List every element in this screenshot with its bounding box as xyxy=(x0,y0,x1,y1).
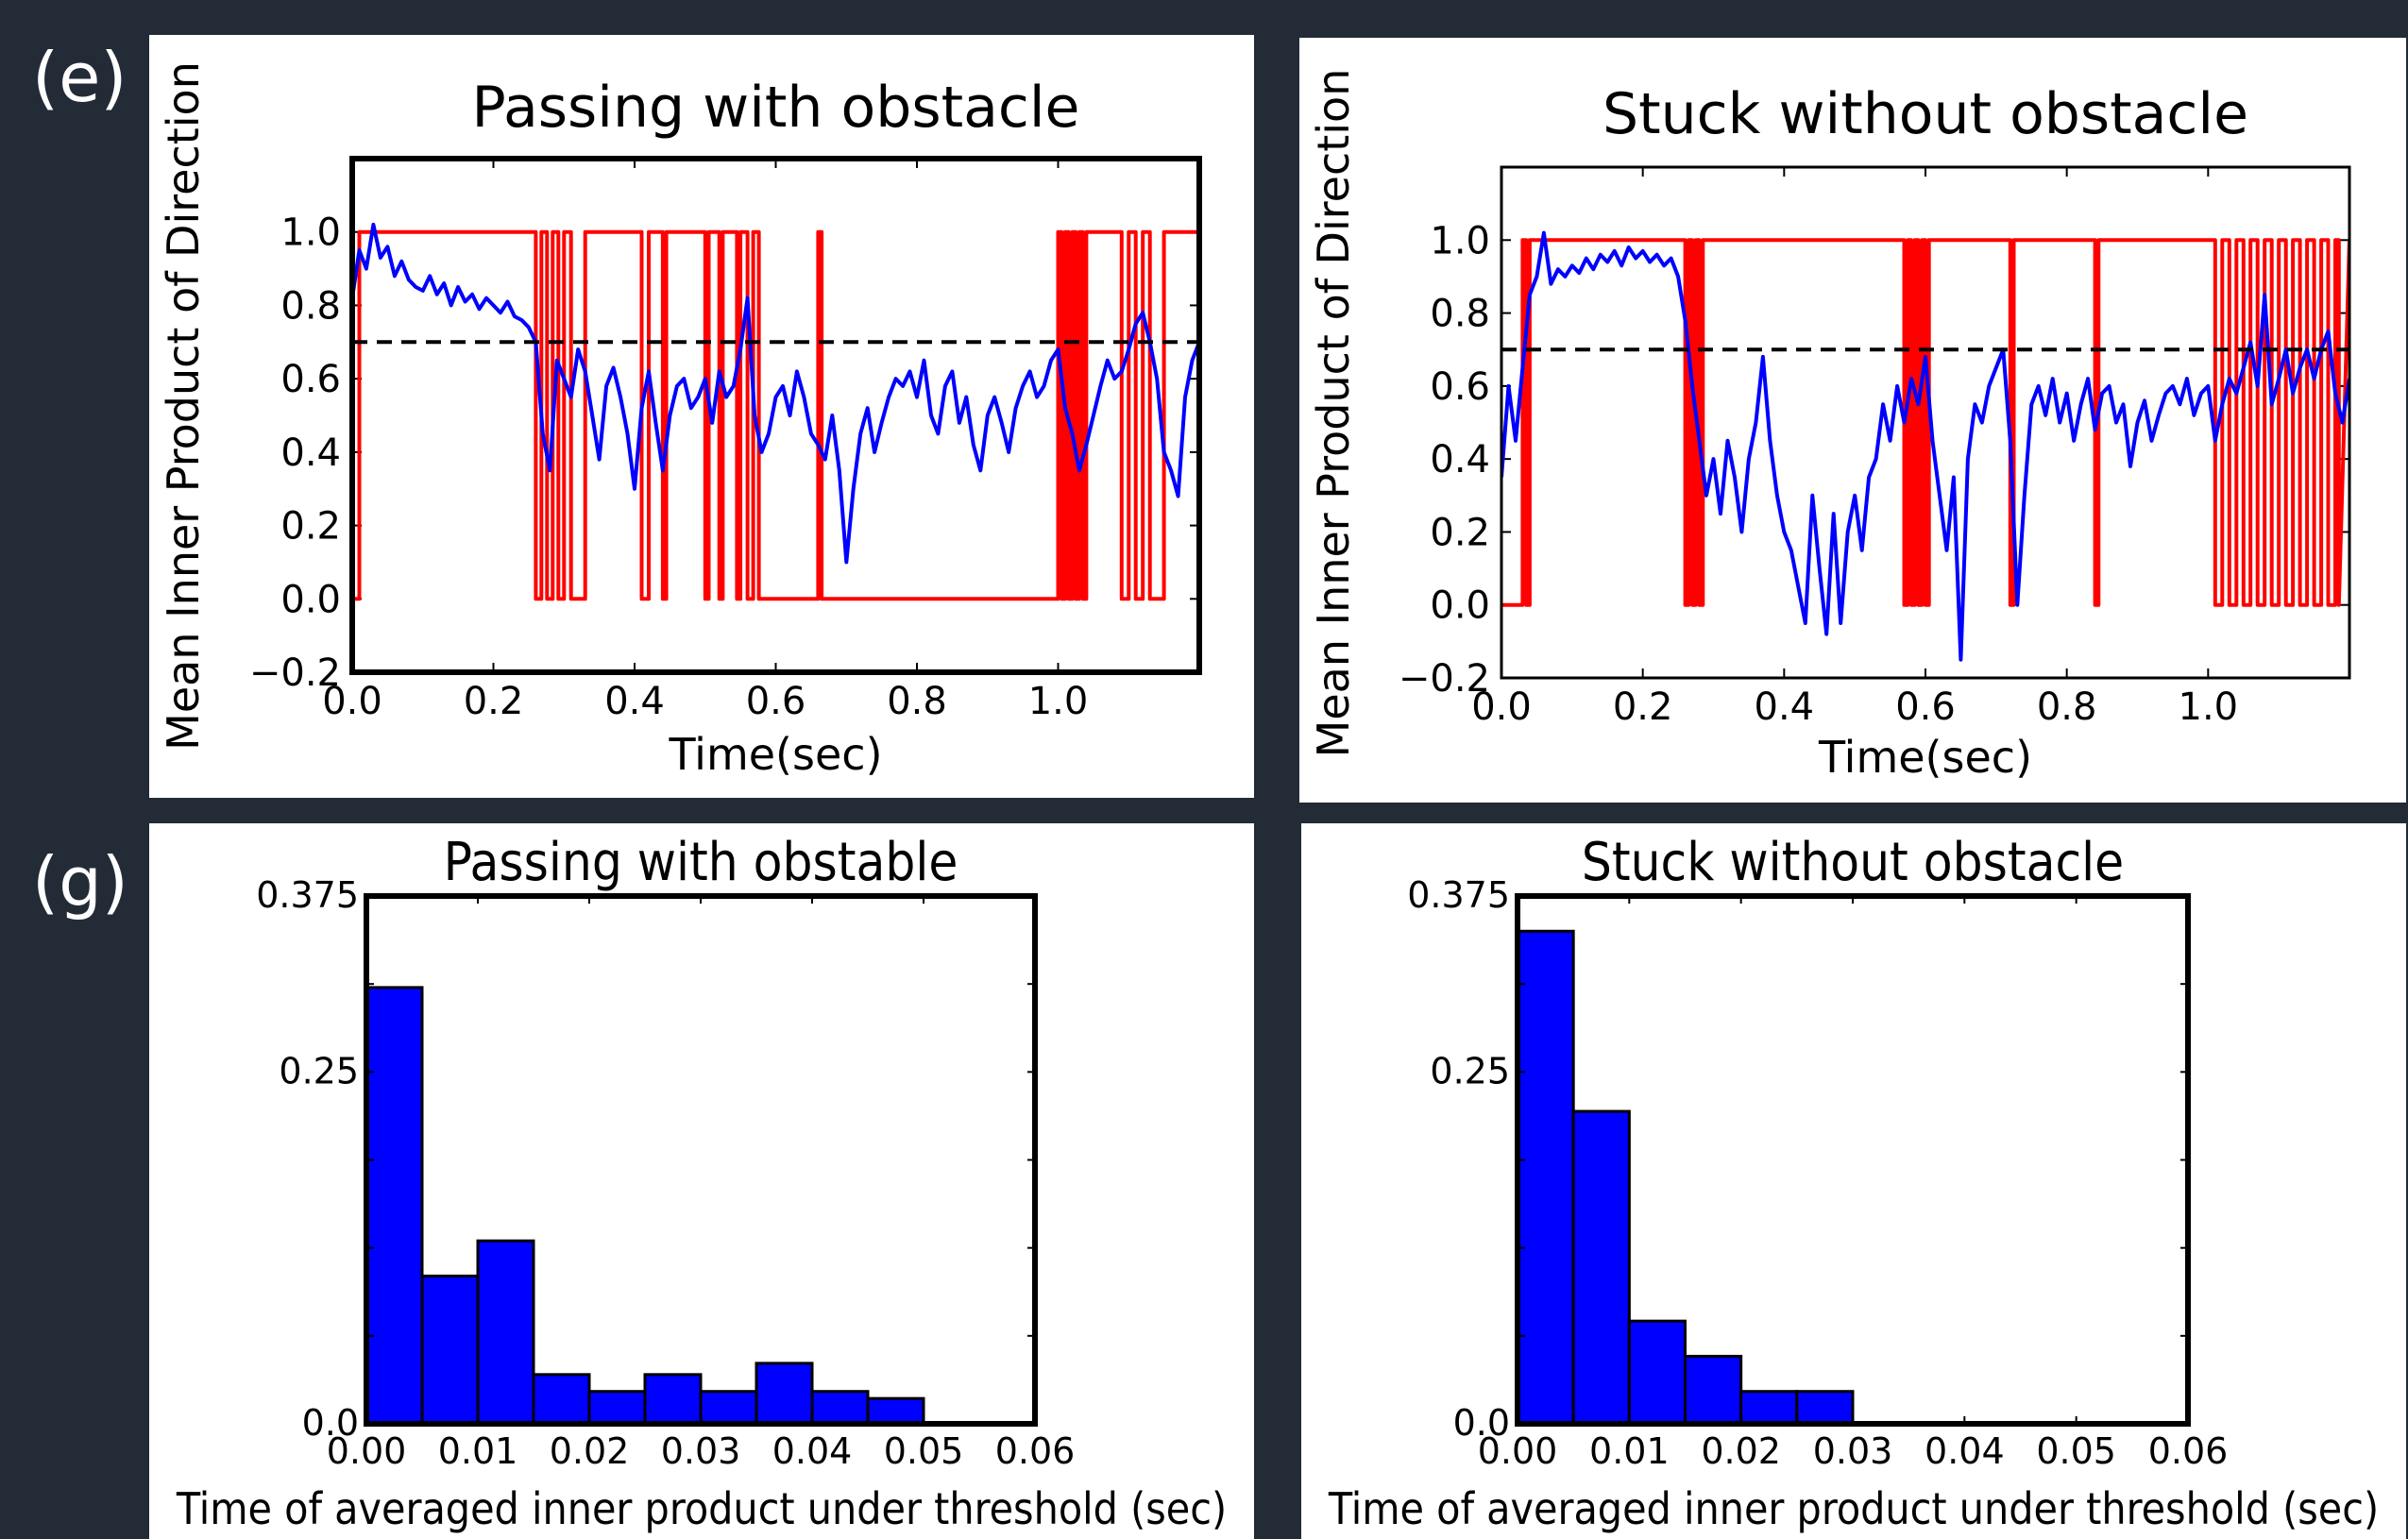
x-tick-label: 0.00 xyxy=(327,1430,407,1472)
x-tick-label: 1.0 xyxy=(2179,685,2239,729)
y-tick-label: 0.25 xyxy=(279,1050,359,1091)
plot-frame xyxy=(1515,893,2191,1427)
y-tick-label: 0.4 xyxy=(1430,438,1490,482)
blue-series-line xyxy=(352,222,1199,565)
x-tick-label: 1.0 xyxy=(1028,680,1089,723)
chart-title: Passing with obstable xyxy=(444,832,958,893)
x-tick-label: 0.06 xyxy=(995,1430,1076,1472)
x-axis-label: Time(sec) xyxy=(668,729,882,780)
y-tick-label: 0.4 xyxy=(280,431,341,475)
x-tick-label: 0.02 xyxy=(1701,1430,1781,1472)
y-axis-label: Mean Inner Product of Direction xyxy=(1308,69,1359,758)
chart-title: Stuck without obstacle xyxy=(1582,832,2124,893)
y-tick-label: 0.2 xyxy=(1430,511,1490,554)
y-tick-label: 0.6 xyxy=(280,358,341,401)
histogram-bar xyxy=(1739,1390,1799,1426)
histogram-bar xyxy=(1571,1109,1631,1426)
histogram-bar xyxy=(866,1396,925,1426)
histogram-bar xyxy=(1627,1319,1687,1426)
chart-panel-passing-line: Passing with obstacle 0.0 0.2 0.4 0.6 0.8 1.0 −… xyxy=(149,35,1254,798)
red-series-line xyxy=(352,229,1199,601)
y-tick-label: 0.0 xyxy=(1453,1402,1510,1444)
histogram-bar xyxy=(643,1373,703,1426)
x-tick-label: 0.01 xyxy=(438,1430,518,1472)
x-tick-label: 0.8 xyxy=(2037,685,2097,729)
histogram-bar xyxy=(476,1239,535,1426)
blue-series-line xyxy=(1501,230,2349,662)
y-tick-label: 0.375 xyxy=(256,874,359,916)
histogram-bar xyxy=(1516,929,1575,1426)
plot-frame xyxy=(364,893,1038,1427)
y-axis-label: Mean Inner Product of Direction xyxy=(158,61,209,751)
y-tick-label: 0.2 xyxy=(280,505,341,549)
stuck-histogram: Stuck without obstacle 0.00 0.01 0.02 0.03 0.… xyxy=(1328,832,2379,1534)
plot-frame xyxy=(349,156,1202,675)
histogram-bar xyxy=(1684,1354,1743,1426)
x-tick-label: 0.2 xyxy=(464,680,524,723)
red-series-line xyxy=(1501,238,2349,607)
chart-panel-passing-hist: Passing with obstable 0.00 0.01 0.02 0.03 0.0… xyxy=(149,823,1254,1539)
plot-frame xyxy=(1500,165,2351,680)
y-tick-label: 1.0 xyxy=(280,211,341,255)
y-tick-label: 0.8 xyxy=(280,284,341,328)
y-tick-label: −0.2 xyxy=(249,651,341,695)
chart-panel-stuck-line: Stuck without obstacle 0.0 0.2 0.4 0.6 0.8 1.0… xyxy=(1299,38,2406,803)
chart-title: Stuck without obstacle xyxy=(1603,81,2248,147)
histogram-bar xyxy=(1795,1390,1855,1426)
passing-histogram: Passing with obstable 0.00 0.01 0.02 0.03 0.0… xyxy=(176,832,1227,1534)
y-tick-label: −0.2 xyxy=(1399,657,1490,701)
histogram-bar xyxy=(420,1274,480,1426)
y-tick-label: 1.0 xyxy=(1430,219,1490,262)
x-tick-label: 0.8 xyxy=(887,680,947,723)
passing-line-chart: Passing with obstacle 0.0 0.2 0.4 0.6 0.8 1.0 −… xyxy=(158,61,1202,780)
histogram-bar xyxy=(532,1373,591,1426)
x-tick-label: 0.6 xyxy=(1895,685,1956,729)
x-tick-label: 0.02 xyxy=(550,1430,630,1472)
x-tick-label: 0.2 xyxy=(1613,685,1673,729)
x-axis-label: Time(sec) xyxy=(1818,732,2032,783)
y-tick-label: 0.8 xyxy=(1430,293,1490,336)
panel-label-e: (e) xyxy=(32,38,127,117)
stuck-line-chart: Stuck without obstacle 0.0 0.2 0.4 0.6 0.8 1.0… xyxy=(1308,69,2351,783)
histogram-bar xyxy=(587,1390,647,1426)
x-tick-label: 0.0 xyxy=(1471,685,1532,729)
x-tick-label: 0.4 xyxy=(1755,685,1815,729)
histogram-bar xyxy=(755,1361,814,1426)
x-tick-label: 0.05 xyxy=(884,1430,964,1472)
x-tick-label: 0.4 xyxy=(604,680,665,723)
chart-panel-stuck-hist: Stuck without obstacle 0.00 0.01 0.02 0.03 0.… xyxy=(1301,823,2406,1539)
histogram-bar xyxy=(810,1390,870,1426)
y-tick-label: 0.0 xyxy=(1430,584,1490,628)
x-tick-label: 0.03 xyxy=(1813,1430,1893,1472)
x-tick-label: 0.06 xyxy=(2148,1430,2229,1472)
x-tick-label: 0.04 xyxy=(772,1430,853,1472)
x-axis-label: Time of averaged inner product under thr… xyxy=(176,1483,1227,1534)
x-tick-label: 0.6 xyxy=(746,680,806,723)
x-axis-label: Time of averaged inner product under thr… xyxy=(1328,1483,2379,1534)
x-tick-label: 0.01 xyxy=(1589,1430,1670,1472)
y-tick-label: 0.375 xyxy=(1407,874,1510,916)
histogram-bar xyxy=(365,986,424,1426)
x-tick-label: 0.0 xyxy=(322,680,382,723)
x-tick-label: 0.03 xyxy=(661,1430,741,1472)
y-tick-label: 0.25 xyxy=(1430,1050,1510,1091)
y-tick-label: 0.6 xyxy=(1430,365,1490,409)
x-tick-label: 0.04 xyxy=(1925,1430,2005,1472)
histogram-bar xyxy=(699,1390,758,1426)
y-tick-label: 0.0 xyxy=(280,578,341,621)
x-tick-label: 0.05 xyxy=(2036,1430,2116,1472)
panel-label-g: (g) xyxy=(32,842,128,922)
x-tick-label: 0.00 xyxy=(1478,1430,1558,1472)
y-tick-label: 0.0 xyxy=(302,1402,359,1444)
chart-title: Passing with obstacle xyxy=(472,75,1080,141)
